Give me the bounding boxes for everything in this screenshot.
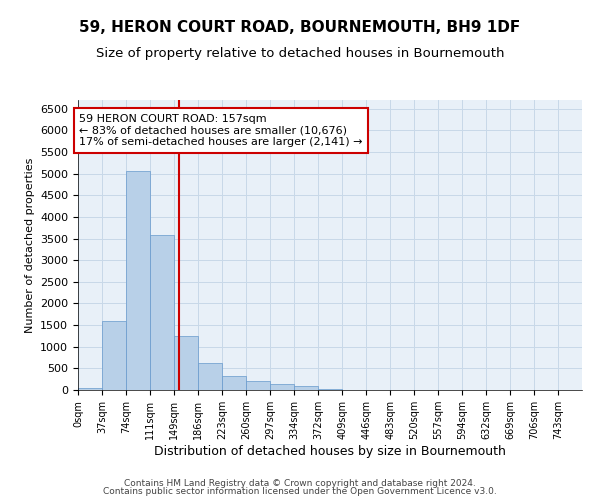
- Text: Contains HM Land Registry data © Crown copyright and database right 2024.: Contains HM Land Registry data © Crown c…: [124, 478, 476, 488]
- Bar: [150, 235, 173, 390]
- Bar: [222, 376, 246, 390]
- Text: 59 HERON COURT ROAD: 157sqm
← 83% of detached houses are smaller (10,676)
17% of: 59 HERON COURT ROAD: 157sqm ← 83% of det…: [79, 114, 363, 147]
- Text: Size of property relative to detached houses in Bournemouth: Size of property relative to detached ho…: [96, 48, 504, 60]
- Y-axis label: Number of detached properties: Number of detached properties: [25, 158, 35, 332]
- Bar: [246, 382, 270, 390]
- Bar: [319, 389, 342, 390]
- Bar: [126, 172, 149, 390]
- Bar: [199, 363, 222, 390]
- Bar: [78, 388, 102, 390]
- Bar: [270, 384, 293, 390]
- Bar: [294, 386, 317, 390]
- Bar: [175, 336, 198, 390]
- Text: Contains public sector information licensed under the Open Government Licence v3: Contains public sector information licen…: [103, 487, 497, 496]
- Text: 59, HERON COURT ROAD, BOURNEMOUTH, BH9 1DF: 59, HERON COURT ROAD, BOURNEMOUTH, BH9 1…: [79, 20, 521, 35]
- Bar: [102, 320, 125, 390]
- X-axis label: Distribution of detached houses by size in Bournemouth: Distribution of detached houses by size …: [154, 445, 506, 458]
